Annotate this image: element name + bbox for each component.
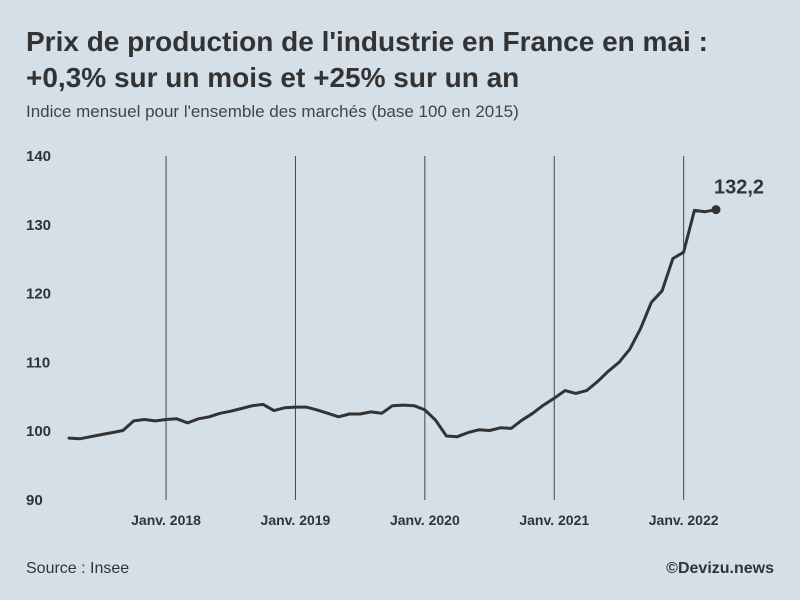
x-tick-label: Janv. 2020	[390, 512, 460, 528]
y-tick-label: 120	[26, 286, 51, 303]
y-axis: 90 100 110 120 130 140	[26, 148, 51, 509]
x-tick-label: Janv. 2022	[649, 512, 719, 528]
series-group: 132,2	[67, 177, 764, 441]
end-point-marker	[711, 205, 721, 215]
grid-lines	[165, 156, 685, 500]
y-tick-label: 140	[26, 148, 51, 165]
x-axis: Janv. 2018 Janv. 2019 Janv. 2020 Janv. 2021…	[131, 512, 719, 528]
series-line	[67, 208, 718, 441]
source-note: Source : Insee	[26, 560, 130, 577]
chart-title: Prix de production de l'industrie en Fra…	[26, 24, 786, 96]
y-tick-label: 130	[26, 217, 51, 234]
y-tick-label: 110	[26, 354, 50, 371]
x-tick-label: Janv. 2018	[131, 512, 201, 528]
y-tick-label: 90	[26, 492, 43, 509]
x-tick-label: Janv. 2021	[519, 512, 589, 528]
y-tick-label: 100	[26, 423, 51, 440]
chart-title-line2: +0,3% sur un mois et +25% sur un an	[26, 62, 520, 93]
end-value-label: 132,2	[714, 177, 764, 199]
x-tick-label: Janv. 2019	[261, 512, 331, 528]
credit-note: ©Devizu.news	[666, 560, 774, 577]
chart-title-line1: Prix de production de l'industrie en Fra…	[26, 26, 708, 57]
chart-subtitle: Indice mensuel pour l'ensemble des march…	[26, 102, 519, 121]
